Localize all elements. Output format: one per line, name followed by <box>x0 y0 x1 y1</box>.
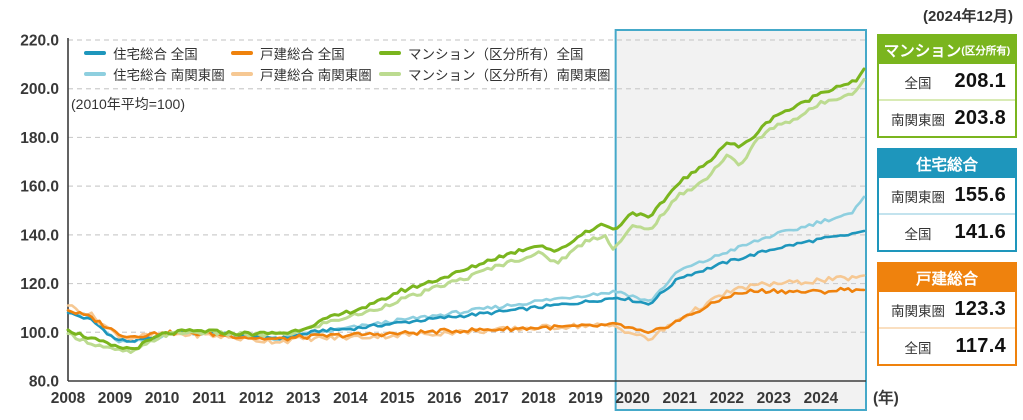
summary-box-detached: 戸建総合 南関東圏 123.3 全国 117.4 <box>877 262 1017 366</box>
svg-text:2016: 2016 <box>427 390 462 407</box>
series-color-swatch <box>231 72 253 76</box>
series-color-swatch <box>231 51 253 55</box>
summary-box-title: 住宅総合 <box>879 150 1015 178</box>
region-label: 南関東圏 <box>891 303 945 319</box>
svg-text:2024: 2024 <box>804 390 839 407</box>
series-line-condo-minamikanto <box>66 78 866 354</box>
legend-item: 戸建総合 南関東圏 <box>231 64 379 84</box>
svg-text:2019: 2019 <box>568 390 603 407</box>
region-label: 全国 <box>904 340 932 356</box>
svg-text:160.0: 160.0 <box>20 179 59 196</box>
summary-row: 南関東圏 155.6 <box>879 178 1015 213</box>
svg-text:120.0: 120.0 <box>20 276 59 293</box>
x-axis-labels: 2008 2009 2010 2011 2012 2013 2014 2015 2016 2017… <box>51 388 899 407</box>
series-color-swatch <box>84 51 106 55</box>
summary-box-condo: マンション (区分所有) 全国 208.1 南関東圏 203.8 <box>877 34 1017 138</box>
svg-text:2015: 2015 <box>380 390 415 407</box>
svg-text:2011: 2011 <box>192 390 226 407</box>
summary-row: 全国 208.1 <box>879 64 1015 99</box>
svg-text:100.0: 100.0 <box>20 325 59 342</box>
summary-box-title: マンション (区分所有) <box>879 36 1015 64</box>
svg-text:2020: 2020 <box>615 390 649 407</box>
summary-row: 南関東圏 203.8 <box>879 99 1015 136</box>
y-axis-labels: 80.0 100.0 120.0 140.0 160.0 180.0 200.0 220.0 <box>20 33 59 391</box>
svg-text:80.0: 80.0 <box>29 374 59 391</box>
svg-text:2009: 2009 <box>98 390 133 407</box>
summary-box-housing: 住宅総合 南関東圏 155.6 全国 141.6 <box>877 148 1017 252</box>
series-color-swatch <box>84 72 106 76</box>
region-label: 南関東圏 <box>891 112 945 128</box>
svg-text:2014: 2014 <box>333 390 368 407</box>
legend-item: マンション（区分所有）全国 <box>379 43 611 63</box>
legend-label: 住宅総合 全国 <box>113 47 198 62</box>
svg-text:2018: 2018 <box>521 390 556 407</box>
svg-text:2008: 2008 <box>51 390 86 407</box>
series-line-condo-national <box>66 67 866 351</box>
svg-text:180.0: 180.0 <box>20 130 59 147</box>
summary-row: 全国 141.6 <box>879 213 1015 250</box>
svg-text:2022: 2022 <box>710 390 744 407</box>
svg-text:200.0: 200.0 <box>20 81 59 98</box>
x-axis-unit: (年) <box>873 388 899 407</box>
svg-text:2023: 2023 <box>757 390 792 407</box>
summary-box-title: 戸建総合 <box>879 264 1015 292</box>
index-value: 117.4 <box>955 335 1006 357</box>
index-value: 203.8 <box>954 107 1006 129</box>
index-value: 123.3 <box>954 298 1006 320</box>
svg-text:140.0: 140.0 <box>20 227 59 244</box>
summary-row: 南関東圏 123.3 <box>879 292 1015 327</box>
svg-text:220.0: 220.0 <box>20 33 59 50</box>
svg-text:2021: 2021 <box>662 390 697 407</box>
index-value: 141.6 <box>954 221 1006 243</box>
svg-text:2013: 2013 <box>286 390 321 407</box>
series-color-swatch <box>379 51 401 55</box>
legend-label: マンション（区分所有）全国 <box>408 47 584 62</box>
axes <box>67 38 866 382</box>
index-value: 208.1 <box>954 70 1006 92</box>
index-value: 155.6 <box>954 184 1006 206</box>
svg-text:2010: 2010 <box>145 390 179 407</box>
legend-label: 住宅総合 南関東圏 <box>113 68 225 83</box>
region-label: 全国 <box>904 226 932 242</box>
series-color-swatch <box>379 72 401 76</box>
svg-text:2012: 2012 <box>239 390 273 407</box>
svg-text:2017: 2017 <box>474 390 508 407</box>
legend-label: 戸建総合 南関東圏 <box>260 68 372 83</box>
legend-item: 住宅総合 全国 <box>84 43 231 63</box>
legend: 住宅総合 全国 住宅総合 南関東圏 戸建総合 全国 戸建総合 南関東圏 マンショ… <box>84 43 611 84</box>
region-label: 南関東圏 <box>891 189 945 205</box>
legend-label: 戸建総合 全国 <box>260 47 345 62</box>
summary-panel: (2024年12月) マンション (区分所有) 全国 208.1 南関東圏 203… <box>877 5 1017 376</box>
legend-item: マンション（区分所有）南関東圏 <box>379 64 611 84</box>
region-label: 全国 <box>904 75 932 91</box>
summary-row: 全国 117.4 <box>879 327 1015 364</box>
date-note: (2024年12月) <box>922 8 1013 25</box>
base-index-note: (2010年平均=100) <box>71 96 186 112</box>
legend-item: 戸建総合 全国 <box>231 43 379 63</box>
legend-item: 住宅総合 南関東圏 <box>84 64 231 84</box>
legend-label: マンション（区分所有）南関東圏 <box>408 68 611 83</box>
